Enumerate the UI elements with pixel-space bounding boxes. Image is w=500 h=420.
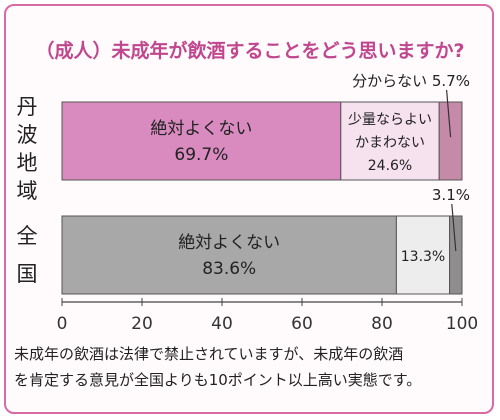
bar-segment	[438, 101, 463, 181]
row-label-char: 国	[16, 262, 38, 286]
x-tick-label: 100	[446, 314, 478, 334]
x-tick-label: 0	[57, 314, 68, 334]
bar-value-label: 3.1%	[432, 186, 470, 204]
bar-segment	[61, 215, 397, 295]
chart-title: （成人）未成年が飲酒することをどう思いますか?	[35, 40, 465, 62]
bar-value-label: 絶対よくない	[178, 233, 280, 253]
bar-segment	[340, 101, 440, 181]
leader-line	[451, 203, 457, 252]
panel-frame	[4, 4, 494, 414]
bar-value-label: 83.6%	[202, 259, 256, 279]
bar-value-label: 69.7%	[174, 145, 228, 165]
note-line-1: 未成年の飲酒は法律で禁止されていますが、未成年の飲酒	[14, 345, 404, 363]
row-label-char: 全	[16, 224, 38, 248]
bar-value-label: かまわない	[355, 135, 425, 151]
bar-value-label: 分からない 5.7%	[352, 72, 470, 90]
row-label-char: 域	[16, 179, 38, 203]
chart-note: 未成年の飲酒は法律で禁止されていますが、未成年の飲酒 を肯定する意見が全国よりも…	[14, 341, 486, 393]
bar-segment	[449, 215, 463, 295]
bar-segment	[395, 215, 451, 295]
x-tick-label: 80	[371, 314, 393, 334]
leader-line	[446, 89, 452, 138]
row-label-char: 波	[16, 123, 38, 147]
x-tick-label: 40	[211, 314, 233, 334]
bar-value-label: 24.6%	[368, 158, 412, 174]
bar-value-label: 絶対よくない	[150, 119, 252, 139]
bar-value-label: 13.3%	[401, 249, 445, 265]
x-tick-label: 20	[131, 314, 153, 334]
row-label-national: 全国	[14, 222, 40, 288]
bar-value-label: 少量ならよい	[348, 112, 432, 128]
row-label-tanba: 丹波地域	[14, 93, 40, 205]
row-label-char: 地	[16, 151, 38, 175]
bar-segment	[61, 101, 342, 181]
note-line-2: を肯定する意見が全国よりも10ポイント以上高い実態です。	[14, 371, 422, 389]
x-tick-label: 60	[291, 314, 313, 334]
x-axis: 0 20 40 60 80 100	[57, 298, 478, 334]
bars-group	[61, 101, 463, 295]
row-label-char: 丹	[16, 95, 38, 119]
